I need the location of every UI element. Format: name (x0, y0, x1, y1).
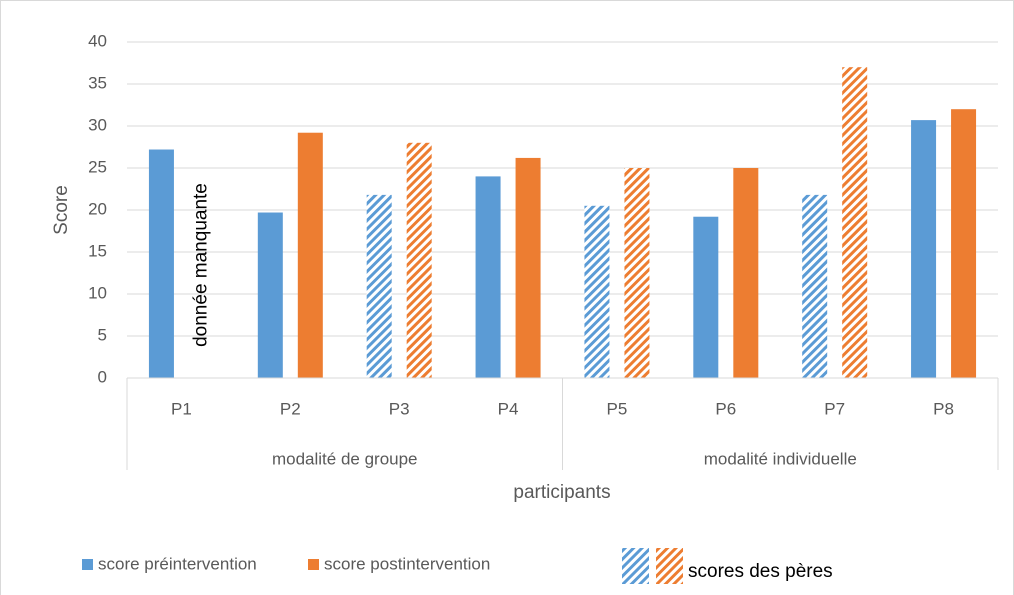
x-tick-label: P2 (280, 399, 301, 418)
bar (802, 194, 828, 378)
bar (406, 142, 432, 378)
x-tick-label: P4 (498, 399, 519, 418)
group-label: modalité de groupe (272, 449, 418, 468)
y-axis-label: Score (51, 185, 72, 235)
bar (148, 149, 174, 378)
bar (257, 212, 283, 378)
legend-hatch (656, 548, 683, 584)
bar (515, 157, 541, 378)
bar (297, 132, 323, 378)
annotation: donnée manquante (190, 183, 211, 347)
y-tick-label: 5 (98, 325, 107, 344)
legend-label: scores des pères (688, 561, 833, 582)
x-tick-label: P1 (171, 399, 192, 418)
bar (624, 168, 650, 378)
legend-hatch (622, 548, 649, 584)
y-tick-label: 20 (88, 199, 107, 218)
y-tick-label: 40 (88, 31, 107, 50)
y-tick-label: 30 (88, 115, 107, 134)
legend-label: score préintervention (98, 554, 257, 573)
group-label: modalité individuelle (704, 449, 857, 468)
x-tick-label: P6 (715, 399, 736, 418)
legend-swatch (308, 559, 319, 570)
y-tick-label: 35 (88, 73, 107, 92)
bar (842, 67, 868, 378)
bar (951, 109, 977, 378)
x-tick-label: P7 (824, 399, 845, 418)
y-tick-label: 0 (98, 367, 107, 386)
bar (584, 205, 610, 378)
x-tick-label: P8 (933, 399, 954, 418)
y-tick-label: 25 (88, 157, 107, 176)
x-tick-label: P5 (607, 399, 628, 418)
bar (366, 194, 392, 378)
bar (733, 168, 759, 378)
bar (693, 216, 719, 378)
bar (911, 120, 937, 379)
legend-swatch (82, 559, 93, 570)
bar (475, 176, 501, 378)
legend-label: score postintervention (324, 554, 490, 573)
x-axis-label: participants (513, 482, 610, 503)
y-tick-label: 15 (88, 241, 107, 260)
y-tick-label: 10 (88, 283, 107, 302)
x-tick-label: P3 (389, 399, 410, 418)
